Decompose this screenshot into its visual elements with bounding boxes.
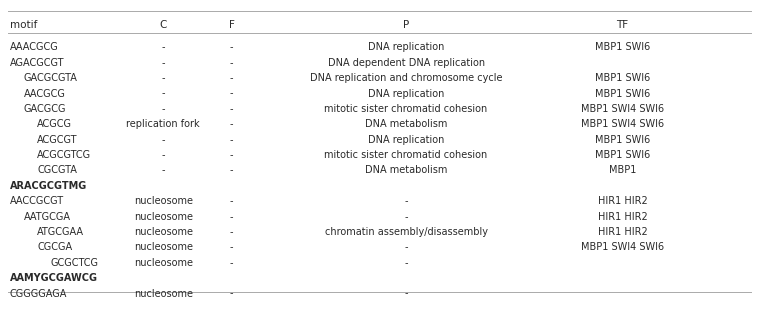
Text: -: -	[230, 73, 233, 83]
Text: -: -	[162, 104, 165, 114]
Text: nucleosome: nucleosome	[134, 196, 193, 206]
Text: HIR1 HIR2: HIR1 HIR2	[597, 227, 647, 237]
Text: AAACGCG: AAACGCG	[10, 42, 58, 52]
Text: -: -	[230, 165, 233, 176]
Text: DNA replication: DNA replication	[368, 42, 444, 52]
Text: -: -	[230, 289, 233, 299]
Text: HIR1 HIR2: HIR1 HIR2	[597, 196, 647, 206]
Text: AACGCG: AACGCG	[24, 89, 65, 99]
Text: ARACGCGTMG: ARACGCGTMG	[10, 181, 87, 191]
Text: ACGCGT: ACGCGT	[37, 135, 77, 145]
Text: DNA dependent DNA replication: DNA dependent DNA replication	[327, 58, 485, 68]
Text: -: -	[230, 212, 233, 222]
Text: -: -	[230, 258, 233, 268]
Text: mitotic sister chromatid cohesion: mitotic sister chromatid cohesion	[324, 150, 488, 160]
Text: -: -	[230, 227, 233, 237]
Text: nucleosome: nucleosome	[134, 289, 193, 299]
Text: chromatin assembly/disassembly: chromatin assembly/disassembly	[325, 227, 487, 237]
Text: -: -	[405, 212, 408, 222]
Text: -: -	[230, 42, 233, 52]
Text: -: -	[162, 165, 165, 176]
Text: nucleosome: nucleosome	[134, 212, 193, 222]
Text: MBP1 SWI6: MBP1 SWI6	[595, 73, 650, 83]
Text: DNA metabolism: DNA metabolism	[365, 165, 447, 176]
Text: MBP1 SWI6: MBP1 SWI6	[595, 89, 650, 99]
Text: AGACGCGT: AGACGCGT	[10, 58, 65, 68]
Text: -: -	[230, 150, 233, 160]
Text: -: -	[162, 58, 165, 68]
Text: AACCGCGT: AACCGCGT	[10, 196, 64, 206]
Text: motif: motif	[10, 20, 37, 30]
Text: ACGCG: ACGCG	[37, 119, 72, 129]
Text: F: F	[228, 20, 235, 30]
Text: MBP1 SWI6: MBP1 SWI6	[595, 135, 650, 145]
Text: -: -	[230, 119, 233, 129]
Text: nucleosome: nucleosome	[134, 242, 193, 252]
Text: MBP1 SWI6: MBP1 SWI6	[595, 150, 650, 160]
Text: GACGCG: GACGCG	[24, 104, 66, 114]
Text: MBP1 SWI6: MBP1 SWI6	[595, 42, 650, 52]
Text: MBP1 SWI4 SWI6: MBP1 SWI4 SWI6	[581, 242, 664, 252]
Text: mitotic sister chromatid cohesion: mitotic sister chromatid cohesion	[324, 104, 488, 114]
Text: ATGCGAA: ATGCGAA	[37, 227, 84, 237]
Text: DNA replication and chromosome cycle: DNA replication and chromosome cycle	[310, 73, 502, 83]
Text: HIR1 HIR2: HIR1 HIR2	[597, 212, 647, 222]
Text: -: -	[230, 58, 233, 68]
Text: GACGCGTA: GACGCGTA	[24, 73, 77, 83]
Text: AATGCGA: AATGCGA	[24, 212, 71, 222]
Text: MBP1 SWI4 SWI6: MBP1 SWI4 SWI6	[581, 119, 664, 129]
Text: CGGGGAGA: CGGGGAGA	[10, 289, 68, 299]
Text: -: -	[162, 73, 165, 83]
Text: nucleosome: nucleosome	[134, 227, 193, 237]
Text: -: -	[230, 89, 233, 99]
Text: MBP1: MBP1	[609, 165, 636, 176]
Text: P: P	[403, 20, 409, 30]
Text: -: -	[162, 150, 165, 160]
Text: CGCGA: CGCGA	[37, 242, 72, 252]
Text: GCGCTCG: GCGCTCG	[51, 258, 99, 268]
Text: DNA replication: DNA replication	[368, 135, 444, 145]
Text: AAMYGCGAWCG: AAMYGCGAWCG	[10, 273, 98, 283]
Text: TF: TF	[616, 20, 628, 30]
Text: replication fork: replication fork	[126, 119, 200, 129]
Text: -: -	[162, 42, 165, 52]
Text: ACGCGTCG: ACGCGTCG	[37, 150, 91, 160]
Text: -: -	[405, 196, 408, 206]
Text: -: -	[230, 135, 233, 145]
Text: DNA replication: DNA replication	[368, 89, 444, 99]
Text: -: -	[230, 104, 233, 114]
Text: nucleosome: nucleosome	[134, 258, 193, 268]
Text: -: -	[405, 258, 408, 268]
Text: CGCGTA: CGCGTA	[37, 165, 77, 176]
Text: DNA metabolism: DNA metabolism	[365, 119, 447, 129]
Text: -: -	[162, 135, 165, 145]
Text: -: -	[405, 242, 408, 252]
Text: C: C	[159, 20, 167, 30]
Text: MBP1 SWI4 SWI6: MBP1 SWI4 SWI6	[581, 104, 664, 114]
Text: -: -	[230, 242, 233, 252]
Text: -: -	[405, 289, 408, 299]
Text: -: -	[162, 89, 165, 99]
Text: -: -	[230, 196, 233, 206]
